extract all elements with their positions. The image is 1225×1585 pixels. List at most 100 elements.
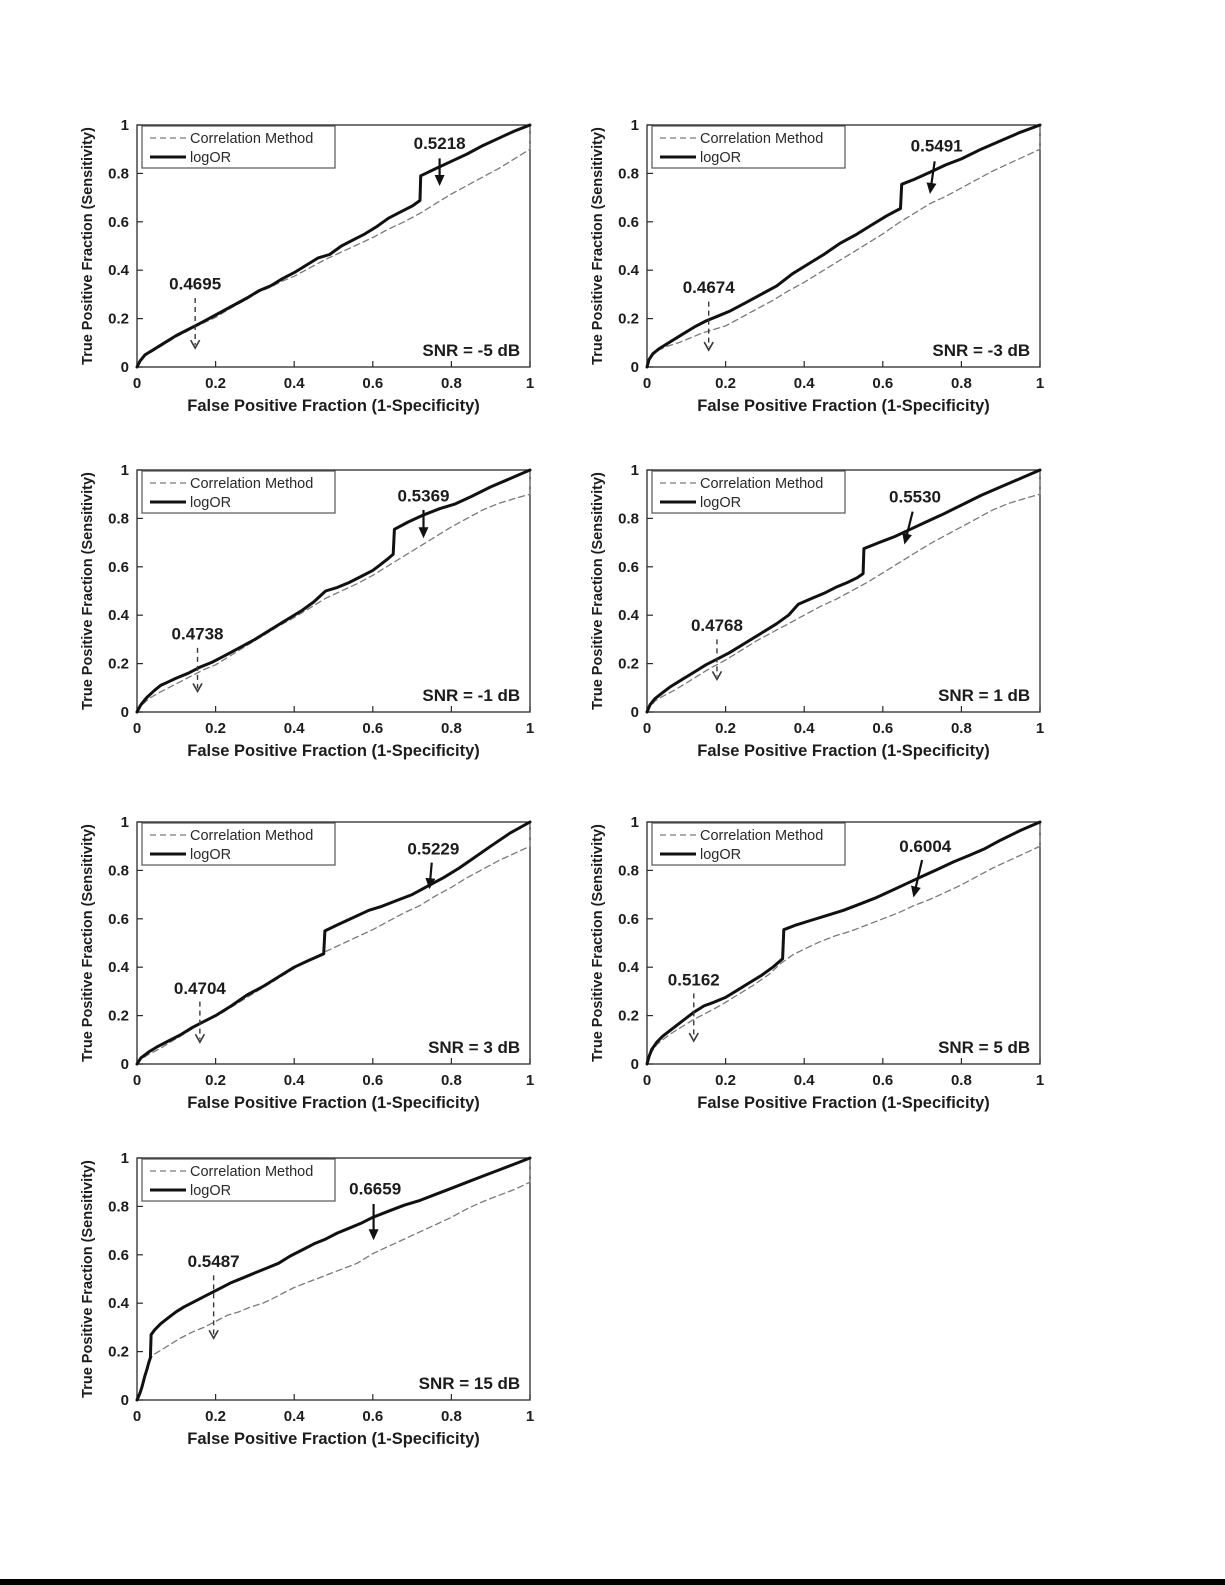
annotation-arrowhead-open (703, 341, 714, 352)
axes-box (646, 124, 1041, 368)
auc-annotation-label: 0.4695 (169, 275, 221, 294)
x-tick-label: 1 (526, 1408, 534, 1425)
y-tick-label: 0.6 (108, 911, 129, 928)
y-tick-label: 0.4 (618, 262, 640, 279)
snr-label: SNR = 1 dB (938, 686, 1030, 705)
legend-label: Correlation Method (700, 476, 823, 492)
y-tick-label: 0 (121, 704, 129, 721)
y-axis-label: True Positive Fraction (Sensitivity) (590, 824, 606, 1062)
annotation-arrowhead-open (711, 670, 723, 681)
legend-label: Correlation Method (190, 476, 313, 492)
legend-box (141, 1158, 336, 1202)
auc-annotation-label: 0.6659 (349, 1179, 401, 1198)
x-tick-label: 1 (526, 1072, 534, 1089)
y-axis-label: True Positive Fraction (Sensitivity) (80, 472, 96, 710)
y-tick-label: 0.8 (108, 165, 129, 182)
y-tick-label: 0 (631, 1056, 639, 1073)
axes-box (136, 821, 531, 1065)
x-tick-label: 1 (1036, 720, 1044, 737)
y-tick-label: 0 (121, 359, 129, 376)
y-tick-label: 1 (631, 117, 639, 134)
legend-label: logOR (190, 847, 231, 863)
x-tick-label: 1 (526, 720, 534, 737)
y-axis-label: True Positive Fraction (Sensitivity) (80, 1160, 96, 1398)
y-tick-label: 0.8 (108, 862, 129, 879)
y-tick-label: 0.8 (618, 510, 639, 527)
y-tick-label: 0 (631, 704, 639, 721)
axes-box (136, 124, 531, 368)
roc-chart-6: 0 0.2 0.4 0.6 0.8 1 0 0.2 0.4 0.6 0.8 1 False Positi… (585, 792, 1075, 1122)
roc-chart-1: 0 0.2 0.4 0.6 0.8 1 0 0.2 0.4 0.6 0.8 1 False Positi… (75, 95, 565, 425)
x-tick-label: 0.4 (794, 1072, 816, 1089)
x-axis-label: False Positive Fraction (1-Specificity) (187, 742, 480, 760)
y-tick-label: 0 (631, 359, 639, 376)
snr-label: SNR = 3 dB (428, 1038, 520, 1057)
y-tick-label: 1 (121, 462, 129, 479)
x-tick-label: 0.2 (715, 375, 736, 392)
annotation-arrowhead (368, 1229, 379, 1241)
legend-box (141, 470, 336, 514)
annotation-arrowhead-open (189, 339, 201, 350)
roc-plot-svg: 0 0.2 0.4 0.6 0.8 1 0 0.2 0.4 0.6 0.8 1 False Positi… (80, 117, 534, 415)
x-tick-label: 0.8 (951, 1072, 972, 1089)
axes-box (646, 469, 1041, 713)
roc-plot-svg: 0 0.2 0.4 0.6 0.8 1 0 0.2 0.4 0.6 0.8 1 False Positi… (590, 462, 1044, 760)
legend-box (141, 125, 336, 169)
y-tick-label: 0.2 (618, 656, 639, 673)
y-tick-label: 0.2 (108, 1008, 129, 1025)
x-tick-label: 0 (643, 720, 651, 737)
y-tick-label: 0.2 (108, 311, 129, 328)
correlation-method-curve (646, 821, 1041, 1065)
x-tick-label: 0 (133, 375, 141, 392)
y-tick-label: 0.6 (108, 559, 129, 576)
annotation-arrowhead-open (194, 1033, 206, 1044)
auc-annotation-label: 0.4738 (172, 624, 224, 643)
y-tick-label: 0.2 (618, 311, 639, 328)
legend-label: logOR (190, 1183, 231, 1199)
legend-label: logOR (700, 847, 741, 863)
x-tick-label: 0.8 (951, 375, 972, 392)
annotation-arrowhead (911, 885, 921, 898)
x-tick-label: 0 (133, 720, 141, 737)
legend-label: Correlation Method (190, 131, 313, 147)
correlation-method-curve (646, 469, 1041, 713)
legend-label: Correlation Method (190, 1164, 313, 1180)
x-tick-label: 0.6 (362, 1072, 383, 1089)
x-tick-label: 0.8 (951, 720, 972, 737)
y-tick-label: 0.4 (108, 959, 130, 976)
x-tick-label: 0.6 (362, 720, 383, 737)
x-axis-label: False Positive Fraction (1-Specificity) (697, 742, 990, 760)
annotation-arrowhead-open (688, 1032, 699, 1043)
roc-plot-svg: 0 0.2 0.4 0.6 0.8 1 0 0.2 0.4 0.6 0.8 1 False Positi… (590, 814, 1044, 1112)
x-tick-label: 0.2 (205, 1072, 226, 1089)
x-tick-label: 1 (526, 375, 534, 392)
y-axis-label: True Positive Fraction (Sensitivity) (80, 127, 96, 365)
y-tick-label: 0 (121, 1056, 129, 1073)
x-tick-label: 0.2 (205, 375, 226, 392)
y-tick-label: 0.6 (618, 559, 639, 576)
x-tick-label: 0 (643, 1072, 651, 1089)
annotation-arrow-line (429, 862, 433, 882)
annotation-arrowhead (926, 182, 937, 194)
annotation-arrowhead (418, 527, 429, 539)
snr-label: SNR = 15 dB (419, 1374, 521, 1393)
x-tick-label: 0.8 (441, 1072, 462, 1089)
roc-chart-3: 0 0.2 0.4 0.6 0.8 1 0 0.2 0.4 0.6 0.8 1 False Positi… (75, 440, 565, 770)
x-tick-label: 0.4 (794, 375, 816, 392)
logor-curve (645, 123, 1042, 369)
snr-label: SNR = 5 dB (938, 1038, 1030, 1057)
legend-box (651, 125, 846, 169)
logor-curve (135, 123, 532, 369)
y-tick-label: 0.6 (108, 214, 129, 231)
auc-annotation-label: 0.5487 (188, 1252, 240, 1271)
roc-plot-svg: 0 0.2 0.4 0.6 0.8 1 0 0.2 0.4 0.6 0.8 1 False Positi… (590, 117, 1044, 415)
legend-box (651, 470, 846, 514)
x-axis-label: False Positive Fraction (1-Specificity) (187, 1430, 480, 1448)
annotation-arrowhead-open (208, 1329, 219, 1340)
legend-label: logOR (190, 495, 231, 511)
x-tick-label: 0.6 (872, 1072, 893, 1089)
roc-chart-7: 0 0.2 0.4 0.6 0.8 1 0 0.2 0.4 0.6 0.8 1 False Positi… (75, 1128, 565, 1458)
auc-annotation-label: 0.5162 (668, 970, 720, 989)
auc-annotation-label: 0.5218 (414, 134, 466, 153)
